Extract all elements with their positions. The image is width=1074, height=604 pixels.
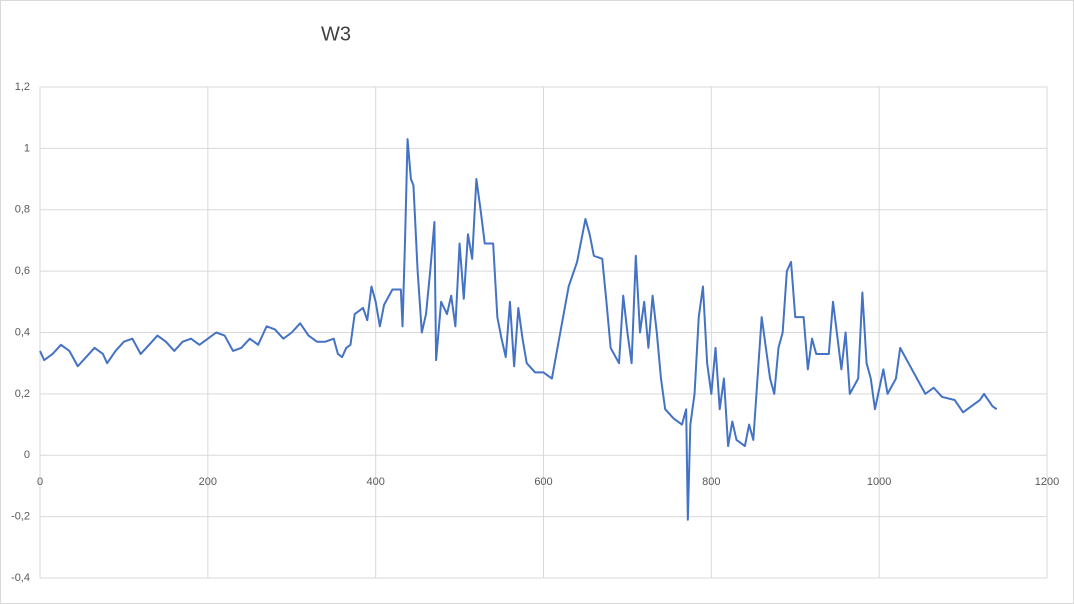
- x-tick-label: 1000: [867, 476, 891, 488]
- x-tick-label: 600: [534, 476, 552, 488]
- x-tick-label: 1200: [1035, 476, 1059, 488]
- y-tick-label: 0,2: [15, 388, 30, 400]
- chart-title: W3: [321, 23, 351, 45]
- y-tick-label: -0,2: [11, 511, 30, 523]
- y-tick-label: 0,4: [15, 326, 30, 338]
- y-tick-label: -0,4: [11, 572, 30, 584]
- x-tick-label: 0: [37, 476, 43, 488]
- y-tick-label: 1,2: [15, 81, 30, 93]
- y-tick-label: 0,6: [15, 265, 30, 277]
- x-tick-label: 200: [199, 476, 217, 488]
- x-tick-label: 800: [702, 476, 720, 488]
- y-tick-label: 1: [24, 142, 30, 154]
- x-tick-label: 400: [366, 476, 384, 488]
- y-tick-label: 0,8: [15, 204, 30, 216]
- line-series: [39, 138, 998, 521]
- y-tick-label: 0: [24, 449, 30, 461]
